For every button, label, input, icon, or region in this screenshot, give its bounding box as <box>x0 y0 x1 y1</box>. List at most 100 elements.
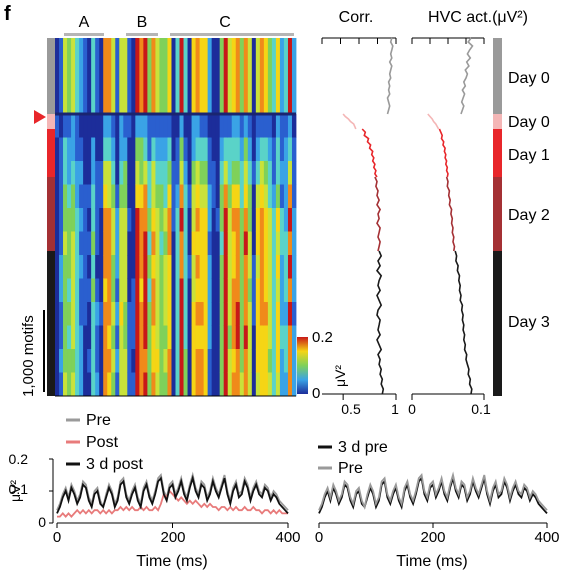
heatmap-cell <box>191 302 196 326</box>
heatmap-cell <box>91 255 96 279</box>
wave-right-xtick-200: 200 <box>420 529 445 546</box>
heatmap-cell <box>259 208 265 232</box>
heatmap-cell <box>55 208 60 232</box>
heatmap-cell <box>71 231 76 256</box>
heatmap-cell <box>287 137 293 162</box>
heatmap-cell <box>71 38 76 114</box>
heatmap-cell <box>83 302 88 326</box>
heatmap-cell <box>231 208 237 232</box>
heatmap-cell <box>199 231 205 256</box>
heatmap-cell <box>195 231 200 256</box>
heatmap-cell <box>191 255 196 279</box>
heatmap-cell <box>107 137 112 162</box>
heatmap-cell <box>115 255 120 279</box>
heatmap-cell <box>215 255 221 279</box>
heatmap-cell <box>111 114 116 138</box>
heatmap-cell <box>75 137 80 162</box>
heatmap-cell <box>179 208 184 232</box>
heatmap-cell <box>191 184 196 209</box>
heatmap-cell <box>151 137 156 162</box>
heatmap-cell <box>239 114 245 138</box>
heatmap-cell <box>235 38 241 114</box>
heatmap-cell <box>67 255 72 279</box>
corr-tick-label-1: 1 <box>391 401 399 417</box>
heatmap-cell <box>107 349 112 373</box>
strip-day0-pre <box>47 38 55 114</box>
heatmap-cell <box>71 255 76 279</box>
heatmap-cell <box>79 161 84 185</box>
heatmap-cell <box>259 302 265 326</box>
heatmap-cell <box>91 114 96 138</box>
heatmap-cell <box>199 278 205 303</box>
heatmap-cell <box>107 372 112 397</box>
heatmap-cell <box>63 38 68 114</box>
heatmap-cell <box>263 137 269 162</box>
heatmap-cell <box>163 325 168 350</box>
heatmap-cell <box>59 184 64 209</box>
heatmap-cell <box>151 255 156 279</box>
heatmap-cell <box>131 278 136 303</box>
heatmap-cell <box>203 302 209 326</box>
heatmap-cell <box>55 255 60 279</box>
heatmap-cell <box>235 255 241 279</box>
heatmap-cell <box>211 137 217 162</box>
heatmap-cell <box>171 208 176 232</box>
heatmap-cell <box>215 231 221 256</box>
heatmap-cell <box>147 184 152 209</box>
heatmap-cell <box>107 208 112 232</box>
heatmap-cell <box>159 137 164 162</box>
heatmap-cell <box>219 114 225 138</box>
heatmap-cell <box>111 184 116 209</box>
heatmap-cell <box>63 255 68 279</box>
heatmap-cell <box>235 231 241 256</box>
heatmap-cell <box>259 372 265 397</box>
heatmap-cell <box>123 372 128 397</box>
heatmap-cell <box>199 325 205 350</box>
heatmap-cell <box>107 38 112 114</box>
heatmap-cell <box>75 38 80 114</box>
heatmap-cell <box>167 38 172 114</box>
heatmap-cell <box>55 302 60 326</box>
heatmap-cell <box>107 325 112 350</box>
heatmap-cell <box>223 231 229 256</box>
heatmap-cell <box>187 255 192 279</box>
heatmap-cell <box>223 161 229 185</box>
heatmap-cell <box>119 302 124 326</box>
heatmap-cell <box>263 278 269 303</box>
heatmap-cell <box>251 137 257 162</box>
heatmap-cell <box>179 38 184 114</box>
heatmap-cell <box>147 302 152 326</box>
heatmap-cell <box>103 255 108 279</box>
heatmap-cell <box>191 137 196 162</box>
heatmap-cell <box>55 161 60 185</box>
heatmap-cell <box>171 255 176 279</box>
heatmap-cell <box>279 302 285 326</box>
heatmap-cell <box>195 349 200 373</box>
heatmap-cell <box>187 161 192 185</box>
heatmap-cell <box>259 184 265 209</box>
heatmap-cell <box>283 161 289 185</box>
heatmap-cell <box>127 38 132 114</box>
heatmap-cell <box>199 184 205 209</box>
heatmap-cell <box>239 349 245 373</box>
heatmap-cell <box>211 278 217 303</box>
heatmap-cell <box>171 302 176 326</box>
heatmap-cell <box>87 278 92 303</box>
heatmap-cell <box>259 38 265 114</box>
heatmap-cell <box>123 231 128 256</box>
heatmap-cell <box>143 161 148 185</box>
heatmap-cell <box>99 38 104 114</box>
heatmap-cell <box>155 278 160 303</box>
heatmap-cell <box>251 349 257 373</box>
heatmap-cell <box>131 372 136 397</box>
heatmap-cell <box>131 161 136 185</box>
heatmap-cell <box>223 184 229 209</box>
heatmap-cell <box>235 325 241 350</box>
heatmap-cell <box>251 255 257 279</box>
heatmap-cell <box>203 114 209 138</box>
heatmap-cell <box>247 161 253 185</box>
heatmap-cell <box>131 208 136 232</box>
heatmap-cell <box>291 302 297 326</box>
heatmap-cell <box>59 137 64 162</box>
heatmap-cell <box>251 302 257 326</box>
